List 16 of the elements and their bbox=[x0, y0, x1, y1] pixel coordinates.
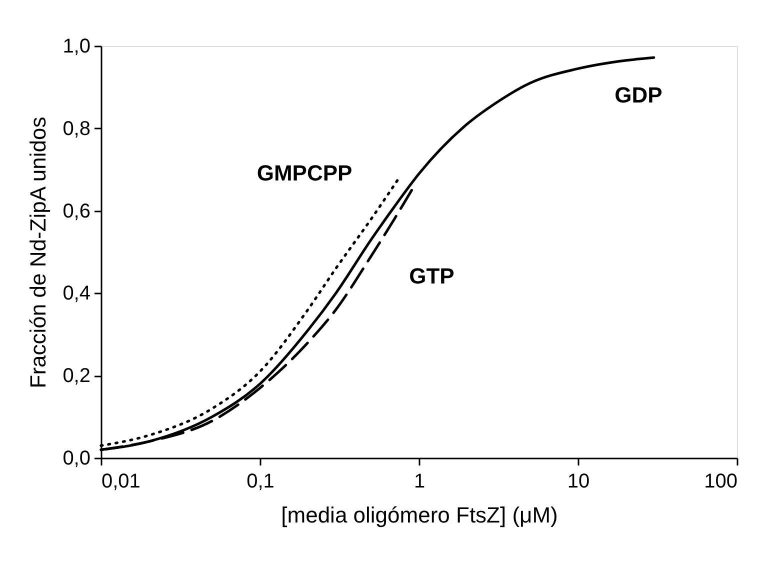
y-tick-label: 1,0 bbox=[62, 36, 90, 58]
x-tick-label: 100 bbox=[704, 470, 738, 492]
series-label: GDP bbox=[614, 82, 662, 108]
y-tick-label: 0,6 bbox=[62, 200, 90, 222]
series-label: GTP bbox=[409, 264, 454, 289]
x-axis-title: [media oligómero FtsZ] (μM) bbox=[281, 502, 558, 528]
y-axis-title: Fracción de Nd-ZipA unidos bbox=[26, 116, 51, 388]
y-tick-label: 0,2 bbox=[62, 365, 90, 388]
x-tick-label: 10 bbox=[567, 470, 590, 492]
y-tick-label: 0,0 bbox=[62, 448, 90, 470]
y-tick-label: 0,4 bbox=[62, 282, 90, 305]
x-tick-label: 0,01 bbox=[102, 470, 140, 492]
series-label: GMPCPP bbox=[256, 160, 352, 186]
x-tick-label: 1 bbox=[414, 470, 426, 492]
x-tick-label: 0,1 bbox=[246, 470, 274, 492]
y-tick-label: 0,8 bbox=[62, 118, 90, 140]
